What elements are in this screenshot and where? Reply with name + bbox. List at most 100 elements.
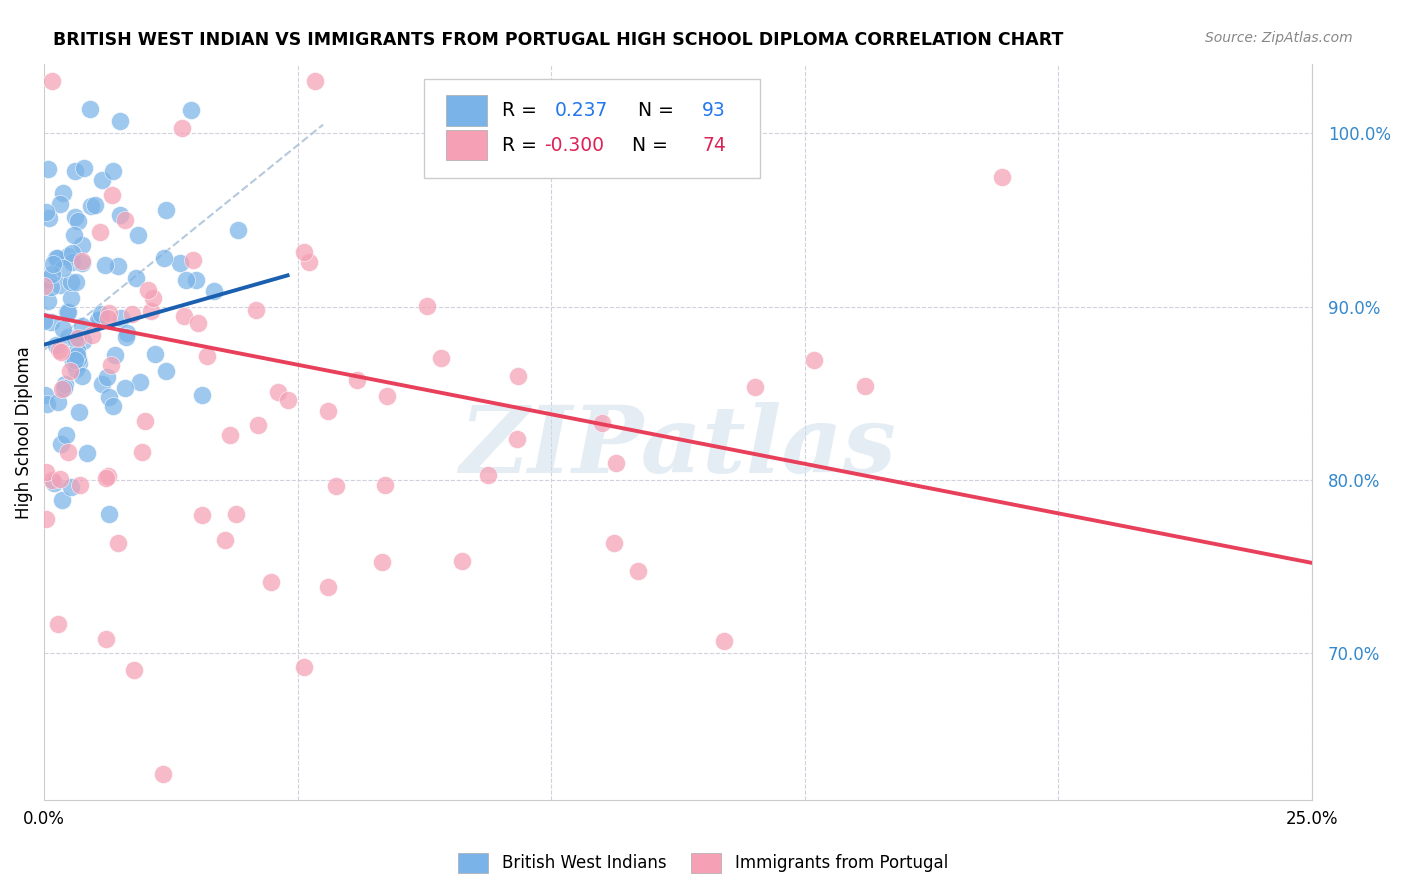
Point	[100, 187, 122, 202]
Point	[79, 199, 101, 213]
Point	[37, 272, 59, 286]
Point	[110, 208, 132, 222]
Point	[803, 353, 825, 368]
Point	[316, 404, 339, 418]
Point	[853, 378, 876, 392]
Point	[304, 74, 326, 88]
Point	[346, 373, 368, 387]
Point	[51, 345, 73, 359]
Point	[122, 663, 145, 677]
FancyBboxPatch shape	[425, 78, 761, 178]
Point	[375, 389, 398, 403]
Point	[93, 258, 115, 272]
Point	[187, 316, 209, 330]
Point	[186, 273, 208, 287]
Point	[70, 237, 93, 252]
Point	[76, 446, 98, 460]
Point	[267, 384, 290, 399]
Point	[72, 334, 94, 349]
Point	[84, 198, 107, 212]
Point	[214, 533, 236, 548]
Point	[134, 414, 156, 428]
Point	[297, 255, 319, 269]
Point	[114, 381, 136, 395]
Point	[508, 368, 530, 383]
Point	[60, 275, 83, 289]
Point	[292, 244, 315, 259]
Y-axis label: High School Diploma: High School Diploma	[15, 346, 32, 518]
Point	[155, 202, 177, 217]
Text: Source: ZipAtlas.com: Source: ZipAtlas.com	[1205, 31, 1353, 45]
Point	[35, 397, 58, 411]
Point	[45, 251, 67, 265]
Point	[415, 299, 437, 313]
Point	[430, 351, 453, 365]
Point	[51, 437, 73, 451]
Point	[318, 580, 340, 594]
Legend: British West Indians, Immigrants from Portugal: British West Indians, Immigrants from Po…	[451, 847, 955, 880]
Point	[128, 375, 150, 389]
Point	[60, 480, 83, 494]
Point	[42, 257, 65, 271]
Point	[56, 445, 79, 459]
Point	[59, 364, 82, 378]
Point	[139, 304, 162, 318]
Point	[591, 416, 613, 430]
Point	[41, 474, 63, 488]
Point	[108, 114, 131, 128]
Point	[60, 291, 83, 305]
Point	[58, 249, 80, 263]
Text: R =: R =	[502, 136, 543, 154]
Point	[374, 478, 396, 492]
Point	[218, 428, 240, 442]
Point	[94, 471, 117, 485]
Point	[65, 275, 87, 289]
Text: N =: N =	[626, 101, 681, 120]
Point	[90, 376, 112, 391]
Point	[292, 660, 315, 674]
Point	[32, 314, 55, 328]
Point	[69, 477, 91, 491]
Point	[605, 456, 627, 470]
Point	[65, 361, 87, 376]
Point	[48, 343, 70, 358]
Point	[110, 311, 132, 326]
Point	[32, 278, 55, 293]
Point	[73, 161, 96, 175]
Point	[97, 390, 120, 404]
Point	[56, 304, 79, 318]
Point	[143, 346, 166, 360]
Point	[66, 343, 89, 358]
Point	[51, 382, 73, 396]
Point	[70, 318, 93, 333]
Point	[70, 256, 93, 270]
Point	[63, 228, 86, 243]
Point	[67, 356, 90, 370]
Point	[713, 633, 735, 648]
Point	[94, 632, 117, 646]
Point	[153, 251, 176, 265]
Point	[125, 270, 148, 285]
Point	[990, 169, 1012, 184]
Point	[277, 393, 299, 408]
Point	[70, 254, 93, 268]
Text: N =: N =	[633, 136, 675, 154]
Point	[37, 161, 59, 176]
Point	[169, 256, 191, 270]
Point	[66, 213, 89, 227]
Point	[65, 353, 87, 368]
Point	[155, 364, 177, 378]
Point	[49, 278, 72, 293]
Bar	[446, 129, 486, 161]
Point	[41, 267, 63, 281]
Text: ZIPatlas: ZIPatlas	[460, 402, 897, 491]
Point	[65, 348, 87, 362]
Point	[46, 252, 69, 266]
Point	[41, 74, 63, 88]
Point	[89, 225, 111, 239]
Point	[107, 259, 129, 273]
Point	[451, 554, 474, 568]
Text: 0.237: 0.237	[555, 101, 609, 120]
Point	[49, 472, 72, 486]
Text: -0.300: -0.300	[544, 136, 603, 154]
